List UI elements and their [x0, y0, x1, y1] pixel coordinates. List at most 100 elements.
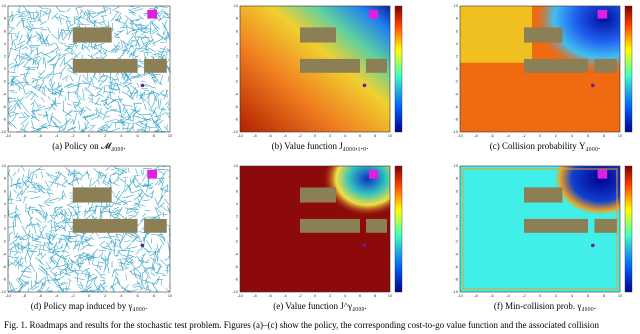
policy-edge: [111, 45, 119, 51]
policy-edge: [52, 278, 61, 282]
policy-edge: [156, 89, 164, 98]
policy-edge: [31, 90, 39, 98]
policy-edge: [19, 99, 22, 105]
y-tick-label: -2: [454, 79, 458, 84]
policy-edge: [21, 166, 25, 172]
goal: [147, 169, 158, 179]
policy-edge: [43, 51, 54, 56]
y-tick-label: 0: [236, 66, 239, 71]
policy-edge: [146, 240, 153, 250]
colorbar: [394, 165, 403, 293]
policy-edge: [117, 101, 121, 113]
policy-edge: [15, 19, 23, 28]
policy-edge: [98, 261, 104, 264]
y-tick-label: 6: [4, 188, 7, 193]
policy-edge: [22, 243, 30, 250]
policy-edge: [99, 244, 104, 249]
policy-edge: [104, 115, 111, 118]
policy-edge: [19, 263, 25, 267]
policy-edge: [34, 56, 38, 60]
policy-edge: [111, 202, 122, 205]
policy-edge: [117, 76, 120, 82]
policy-edge: [9, 261, 16, 266]
policy-edge: [41, 282, 44, 289]
policy-edge: [36, 223, 42, 230]
policy-edge: [76, 242, 83, 247]
policy-edge: [42, 39, 48, 47]
policy-edge: [60, 271, 71, 276]
policy-edge: [39, 259, 42, 264]
y-tick-label: 0: [456, 226, 459, 231]
policy-edge: [151, 263, 154, 272]
policy-edge: [112, 170, 119, 175]
policy-edge: [94, 268, 102, 277]
policy-edge: [167, 107, 171, 111]
obstacle: [524, 27, 563, 43]
policy-edge: [158, 235, 164, 239]
y-tick-label: -4: [2, 251, 6, 256]
policy-edge: [79, 171, 89, 179]
policy-edge: [110, 284, 115, 293]
policy-edge: [93, 206, 97, 213]
policy-edge: [136, 240, 141, 242]
x-tick-label: 10: [388, 293, 393, 298]
policy-edge: [9, 190, 12, 203]
policy-edge: [55, 89, 64, 92]
policy-edge: [38, 264, 46, 272]
x-tick-label: -8: [253, 133, 257, 138]
policy-edge: [42, 213, 45, 220]
policy-edge: [16, 55, 29, 58]
policy-edge: [136, 82, 140, 88]
policy-edge: [85, 106, 92, 111]
policy-edge: [75, 212, 80, 216]
policy-edge: [67, 69, 78, 76]
policy-edge: [90, 116, 98, 121]
policy-edge: [36, 37, 43, 42]
policy-edge: [32, 27, 44, 30]
policy-edge: [79, 109, 87, 116]
policy-edge: [33, 98, 39, 107]
policy-edge: [73, 110, 83, 112]
policy-edge: [158, 6, 168, 8]
policy-edge: [76, 95, 80, 103]
obstacle: [144, 218, 167, 233]
policy-edge: [92, 264, 103, 268]
policy-edge: [20, 283, 24, 289]
policy-edge: [16, 96, 20, 103]
policy-edge: [79, 280, 84, 288]
policy-edge: [63, 213, 66, 221]
policy-edge: [67, 169, 70, 177]
policy-edge: [108, 175, 111, 185]
policy-edge: [108, 207, 111, 218]
x-tick-label: -2: [298, 133, 302, 138]
policy-edge: [110, 172, 119, 176]
policy-edge: [114, 254, 120, 257]
policy-edge: [105, 97, 108, 105]
policy-edge: [9, 47, 19, 51]
x-tick-label: 6: [359, 293, 362, 298]
policy-edge: [59, 42, 67, 45]
policy-edge: [74, 17, 84, 26]
policy-edge: [31, 265, 36, 273]
policy-edge: [75, 7, 79, 16]
policy-edge: [93, 49, 101, 56]
policy-edge: [82, 286, 93, 293]
obstacle: [72, 218, 138, 233]
y-tick-label: 6: [236, 28, 239, 33]
policy-edge: [61, 224, 66, 232]
policy-edge: [122, 284, 129, 293]
policy-edge: [124, 267, 130, 270]
policy-edge: [126, 119, 135, 122]
policy-edge: [45, 273, 50, 285]
policy-edge: [161, 180, 164, 190]
policy-edge: [36, 47, 39, 54]
policy-edge: [151, 26, 159, 32]
y-tick-label: 8: [456, 16, 459, 21]
policy-edge: [118, 262, 130, 266]
policy-edge: [167, 241, 171, 250]
policy-edge: [45, 267, 51, 270]
policy-edge: [95, 107, 100, 114]
policy-edge: [74, 210, 80, 220]
policy-edge: [33, 184, 36, 190]
policy-edge: [53, 208, 58, 218]
